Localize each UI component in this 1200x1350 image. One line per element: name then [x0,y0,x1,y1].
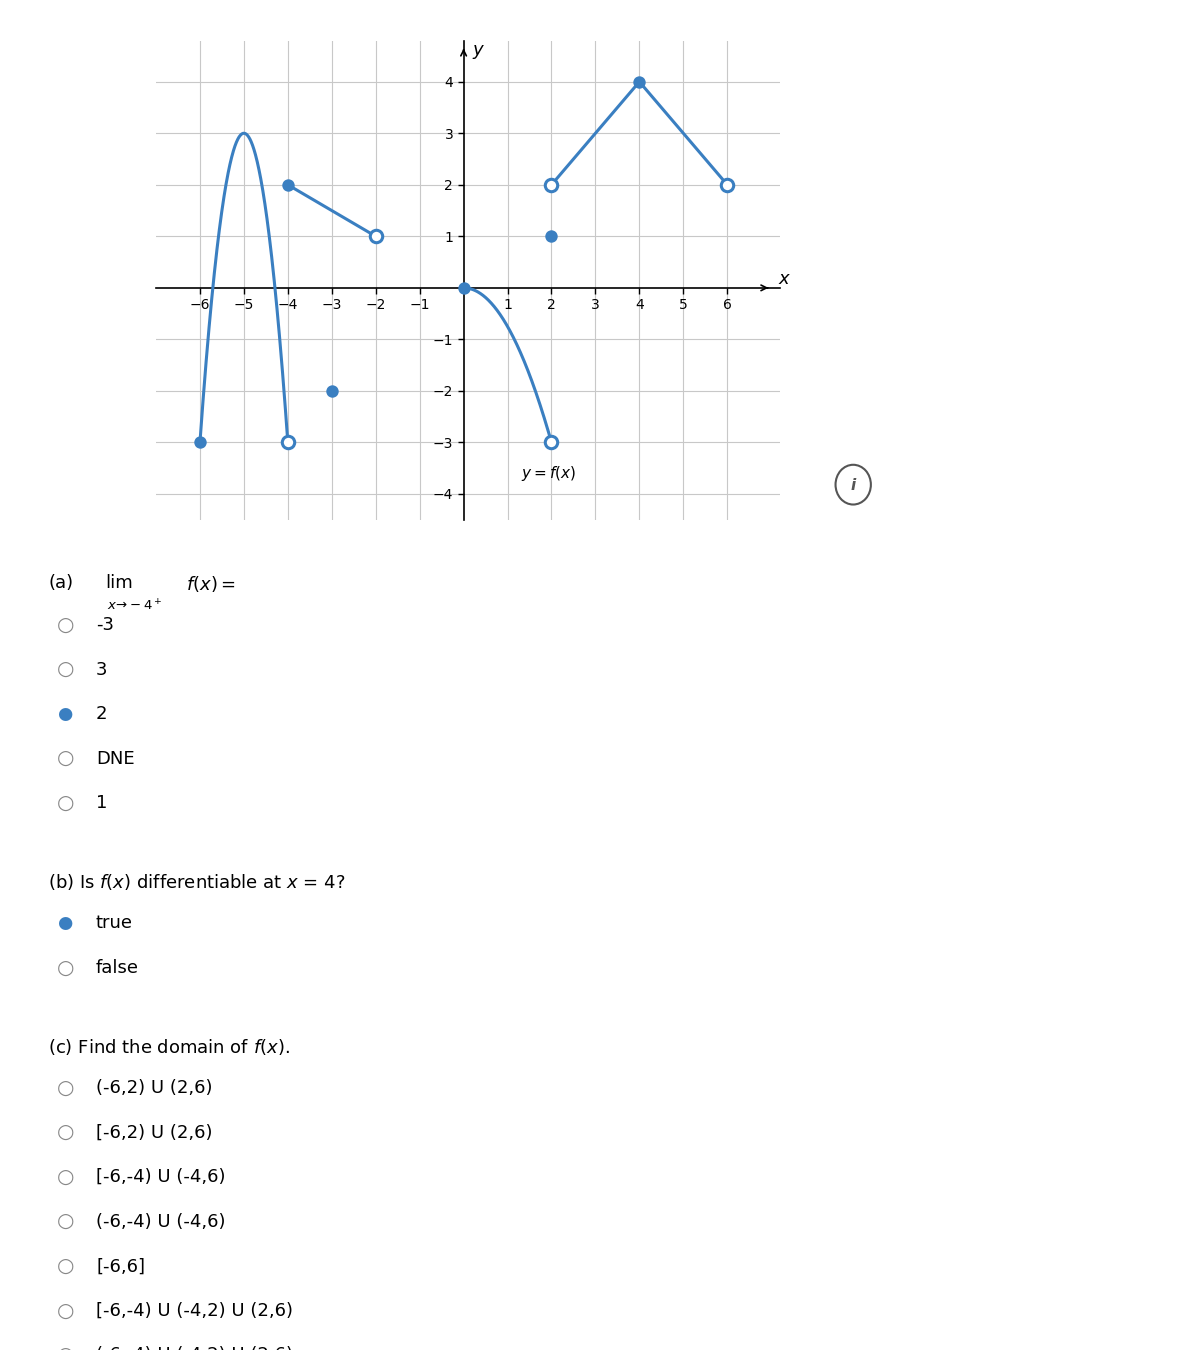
Text: ○: ○ [58,1123,74,1142]
Text: 2: 2 [96,705,108,724]
Text: ○: ○ [58,1212,74,1231]
Point [542,174,562,196]
Text: (-6,-4) U (-4,2) U (2,6): (-6,-4) U (-4,2) U (2,6) [96,1346,293,1350]
Text: $y = f(x)$: $y = f(x)$ [521,464,576,483]
Text: -3: -3 [96,616,114,634]
Text: $f(x)=$: $f(x)=$ [186,574,235,594]
Text: 1: 1 [96,794,107,813]
Point [542,432,562,454]
Point [278,174,298,196]
Text: ○: ○ [58,1301,74,1320]
Point [542,225,562,247]
Text: (a): (a) [48,574,73,591]
Text: ○: ○ [58,794,74,813]
Text: [-6,2) U (2,6): [-6,2) U (2,6) [96,1123,212,1142]
Point [630,72,649,93]
Text: ●: ● [59,705,73,724]
Text: [-6,-4) U (-4,6): [-6,-4) U (-4,6) [96,1168,226,1187]
Text: i: i [851,478,856,493]
Text: (-6,-4) U (-4,6): (-6,-4) U (-4,6) [96,1212,226,1231]
Text: 3: 3 [96,660,108,679]
Text: ○: ○ [58,1257,74,1276]
Text: true: true [96,914,133,933]
Text: ○: ○ [58,958,74,977]
Text: ○: ○ [58,1168,74,1187]
Point [191,432,210,454]
Text: $y$: $y$ [472,43,485,61]
Text: [-6,6]: [-6,6] [96,1257,145,1276]
Text: ○: ○ [58,1346,74,1350]
Text: (c) Find the domain of $f(x)$.: (c) Find the domain of $f(x)$. [48,1037,290,1057]
Text: false: false [96,958,139,977]
Text: lim: lim [106,574,133,591]
Text: ○: ○ [58,1079,74,1098]
Text: (b) Is $f(x)$ differentiable at $x$ = 4?: (b) Is $f(x)$ differentiable at $x$ = 4? [48,872,346,892]
Text: (-6,2) U (2,6): (-6,2) U (2,6) [96,1079,212,1098]
Point [454,277,473,298]
Text: $x$: $x$ [778,270,791,288]
Text: $x\!\to\!-4^+$: $x\!\to\!-4^+$ [107,598,162,613]
Point [718,174,737,196]
Text: DNE: DNE [96,749,134,768]
Text: [-6,-4) U (-4,2) U (2,6): [-6,-4) U (-4,2) U (2,6) [96,1301,293,1320]
Point [366,225,385,247]
Text: ●: ● [59,914,73,933]
Point [322,381,341,402]
Text: ○: ○ [58,616,74,634]
Text: ○: ○ [58,660,74,679]
Point [278,432,298,454]
Text: ○: ○ [58,749,74,768]
